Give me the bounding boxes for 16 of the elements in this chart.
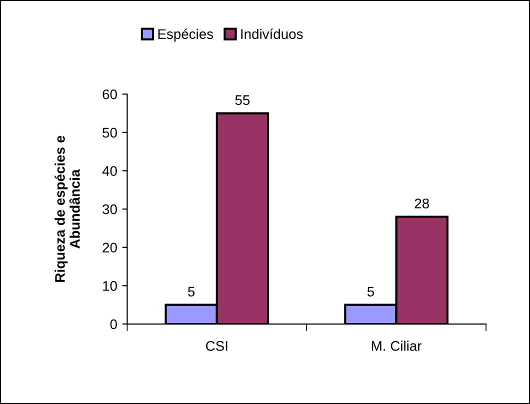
- legend-label: Indivíduos: [241, 28, 303, 40]
- data-label: 5: [367, 286, 374, 297]
- x-tick-label: CSI: [206, 341, 228, 351]
- data-label: 55: [235, 95, 250, 105]
- data-label: 5: [188, 286, 195, 297]
- y-tick-label: 40: [102, 166, 117, 176]
- data-label: 28: [414, 198, 429, 208]
- y-tick-label: 30: [102, 204, 117, 214]
- legend-label: Espécies: [158, 28, 214, 42]
- y-tick-label: 50: [102, 128, 117, 138]
- y-tick-label: 0: [110, 319, 117, 330]
- x-tick-label: M. Ciliar: [372, 340, 422, 351]
- y-tick-label: 60: [102, 89, 117, 100]
- y-tick-label: 10: [103, 281, 117, 291]
- y-axis-title: Riqueza de espécies e Abundância: [54, 136, 80, 282]
- y-tick-label: 20: [102, 242, 117, 253]
